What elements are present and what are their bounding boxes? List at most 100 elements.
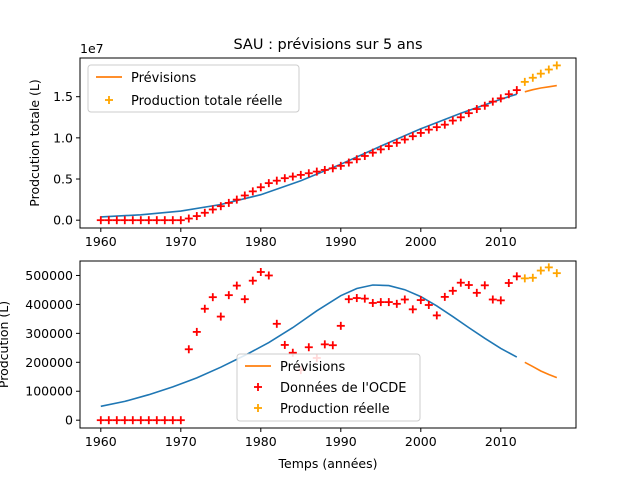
ocde-point <box>456 113 465 122</box>
y-tick-label: 1.5 <box>53 89 73 104</box>
ocde-point <box>112 216 121 225</box>
x-tick-label: 1980 <box>245 234 277 249</box>
ocde-point <box>384 142 393 151</box>
legend-label: Prévisions <box>131 71 197 86</box>
ocde-point <box>112 416 121 425</box>
ocde-point <box>512 272 521 281</box>
ocde-point <box>352 294 361 303</box>
ocde-point <box>224 291 233 300</box>
legend-label: Production totale réelle <box>131 94 282 109</box>
legend-box <box>87 64 300 113</box>
ocde-point <box>176 216 185 225</box>
ocde-point <box>192 212 201 221</box>
ocde-point <box>160 416 169 425</box>
ocde-point <box>264 179 273 188</box>
x-tick-label: 2000 <box>405 434 437 449</box>
ocde-point <box>480 281 489 290</box>
ocde-point <box>472 288 481 297</box>
y-tick-label: 0 <box>65 413 73 428</box>
legend-label: Production réelle <box>280 402 390 417</box>
x-tick-label: 1980 <box>245 434 277 449</box>
ocde-point <box>464 109 473 118</box>
ocde-point <box>304 169 313 178</box>
ocde-point <box>216 312 225 321</box>
ocde-point <box>192 327 201 336</box>
x-axis-label: Temps (années) <box>278 456 378 471</box>
ocde-point <box>392 299 401 308</box>
axes-frame <box>79 57 577 229</box>
x-tick-label: 2010 <box>485 234 517 249</box>
ocde-point <box>352 155 361 164</box>
actual-point <box>552 269 561 278</box>
ocde-point <box>376 145 385 154</box>
ocde-point <box>96 416 105 425</box>
ocde-point <box>240 295 249 304</box>
fit-curve-line <box>100 284 518 408</box>
plot-area <box>96 61 561 225</box>
x-tick-label: 1960 <box>85 234 117 249</box>
ocde-point <box>240 191 249 200</box>
ocde-point <box>120 416 129 425</box>
x-tick-label: 1970 <box>165 434 197 449</box>
ocde-point <box>120 216 129 225</box>
bottom-panel: 1960 1970 1980 1990 2000 2010 0 100000 200000 300… <box>0 260 577 471</box>
ocde-point <box>504 90 513 99</box>
x-tick-label: 1990 <box>325 434 357 449</box>
ocde-point <box>264 271 273 280</box>
ocde-point <box>400 295 409 304</box>
y-tick-label: 100000 <box>25 384 73 399</box>
ocde-point <box>424 125 433 134</box>
ocde-point <box>408 305 417 314</box>
legend: Prévisions Production totale réelle <box>87 64 300 113</box>
ocde-point <box>368 148 377 157</box>
ocde-point <box>344 295 353 304</box>
ocde-point <box>152 216 161 225</box>
ocde-point <box>488 97 497 106</box>
legend: Prévisions Données de l'OCDE Production ré… <box>236 353 421 422</box>
ocde-point <box>208 293 217 302</box>
ocde-point <box>312 167 321 176</box>
chart-title: SAU : prévisions sur 5 ans <box>233 37 422 53</box>
legend-label: Données de l'OCDE <box>280 381 406 396</box>
ocde-point <box>376 298 385 307</box>
ocde-point <box>368 298 377 307</box>
ocde-point <box>328 164 337 173</box>
x-tick-label: 1970 <box>165 234 197 249</box>
ocde-point <box>440 292 449 301</box>
ocde-point <box>160 216 169 225</box>
y-axis-label: Prodcution totale (L) <box>27 79 42 206</box>
ocde-point <box>184 345 193 354</box>
ocde-point <box>360 151 369 160</box>
legend-swatch-marker <box>105 96 113 104</box>
ocde-point <box>136 416 145 425</box>
ocde-point <box>344 158 353 167</box>
ocde-point <box>184 214 193 223</box>
ocde-point <box>248 187 257 196</box>
axes-frame <box>79 260 577 429</box>
ocde-point <box>472 105 481 114</box>
ocde-point <box>104 216 113 225</box>
x-tick-label: 2010 <box>485 434 517 449</box>
y-tick-label: 0.0 <box>53 213 73 228</box>
ocde-point <box>152 416 161 425</box>
x-tick-label: 1960 <box>85 434 117 449</box>
ocde-point <box>208 205 217 214</box>
ocde-point <box>296 170 305 179</box>
ocde-point <box>144 216 153 225</box>
actual-point <box>536 69 545 78</box>
forecast-line <box>524 361 558 379</box>
ocde-point <box>224 198 233 207</box>
ocde-point <box>216 202 225 211</box>
ocde-point <box>424 300 433 309</box>
y-tick-label: 200000 <box>25 355 73 370</box>
ocde-point <box>272 319 281 328</box>
legend-swatch-marker <box>254 383 262 391</box>
ocde-point <box>504 278 513 287</box>
ocde-point <box>336 321 345 330</box>
ocde-point <box>128 216 137 225</box>
ocde-point <box>448 116 457 125</box>
y-tick-label: 500000 <box>25 268 73 283</box>
ocde-point <box>328 341 337 350</box>
ocde-point <box>416 296 425 305</box>
